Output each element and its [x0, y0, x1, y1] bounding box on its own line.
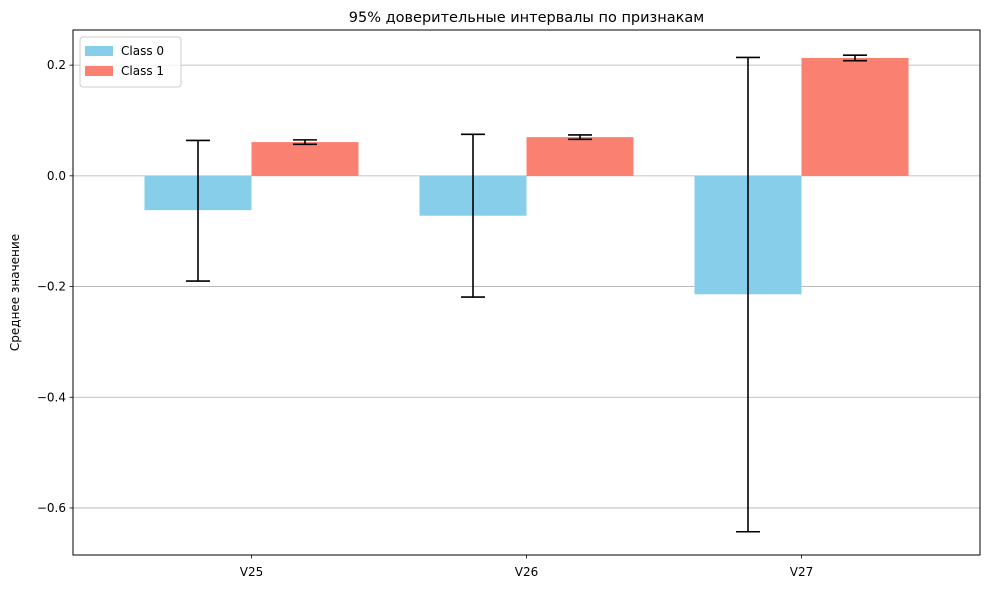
y-tick-label: 0.0: [47, 169, 66, 183]
y-axis-label: Среднее значение: [8, 234, 22, 351]
x-tick-label: V27: [790, 565, 813, 579]
y-ticks: 0.2 0.0 −0.2 −0.4 −0.6: [37, 58, 73, 515]
legend: Class 0 Class 1: [79, 36, 182, 88]
y-tick-label: 0.2: [47, 58, 66, 72]
legend-swatch: [85, 46, 113, 56]
legend-label: Class 0: [121, 44, 164, 58]
x-tick-label: V26: [515, 565, 538, 579]
bar: [801, 57, 909, 176]
chart-title: 95% доверительные интервалы по признакам: [349, 10, 704, 26]
x-ticks: V25 V26 V27: [240, 555, 813, 579]
y-tick-label: −0.2: [37, 280, 66, 294]
x-tick-label: V25: [240, 565, 263, 579]
legend-label: Class 1: [121, 64, 164, 78]
error-bars: [186, 54, 867, 533]
y-tick-label: −0.4: [37, 390, 66, 404]
y-tick-label: −0.6: [37, 501, 66, 515]
bar: [251, 142, 359, 176]
legend-swatch: [85, 66, 113, 76]
bar: [526, 137, 634, 176]
